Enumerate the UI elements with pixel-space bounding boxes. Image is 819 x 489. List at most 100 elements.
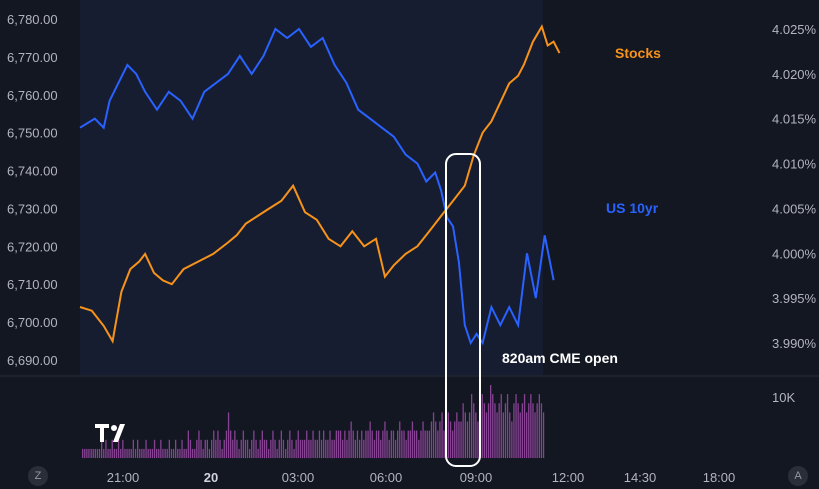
volume-bar bbox=[325, 439, 327, 459]
volume-bar bbox=[344, 430, 346, 458]
volume-bar bbox=[462, 403, 464, 459]
volume-bar bbox=[304, 439, 306, 459]
volume-bar bbox=[147, 448, 149, 458]
volume-bar bbox=[420, 430, 422, 458]
volume-bar bbox=[126, 448, 128, 458]
left-axis-tick: 6,690.00 bbox=[7, 353, 58, 368]
volume-bar bbox=[238, 448, 240, 458]
volume-bar bbox=[299, 439, 302, 459]
volume-bar bbox=[418, 439, 420, 459]
volume-bar bbox=[390, 430, 392, 458]
volume-bar bbox=[316, 439, 318, 459]
right-axis-tick: 4.010% bbox=[772, 157, 817, 172]
right-axis-tick: 4.000% bbox=[772, 246, 817, 261]
volume-bar bbox=[132, 439, 134, 459]
volume-bar bbox=[232, 439, 234, 459]
right-axis-tick: 3.995% bbox=[772, 291, 817, 306]
volume-bar bbox=[409, 430, 411, 458]
volume-bar bbox=[401, 430, 403, 458]
volume-bar bbox=[105, 439, 107, 459]
volume-bar bbox=[213, 430, 215, 458]
volume-bar bbox=[149, 448, 151, 458]
volume-bar bbox=[443, 430, 445, 458]
volume-bar bbox=[460, 421, 462, 458]
volume-bar bbox=[122, 439, 124, 459]
volume-bar bbox=[257, 448, 259, 458]
series-label-us-10yr: US 10yr bbox=[606, 200, 659, 216]
volume-bar bbox=[172, 448, 175, 458]
right-axis-tick: 4.005% bbox=[772, 201, 817, 216]
volume-bar bbox=[227, 412, 230, 458]
volume-bar bbox=[249, 448, 251, 458]
volume-bar bbox=[160, 439, 162, 459]
volume-bar bbox=[458, 421, 460, 458]
volume-bar bbox=[413, 430, 416, 458]
volume-bar bbox=[240, 439, 242, 459]
volume-bar bbox=[92, 448, 94, 458]
volume-bar bbox=[356, 430, 359, 458]
volume-bar bbox=[158, 448, 160, 458]
volume-bar bbox=[109, 448, 111, 458]
volume-bar bbox=[244, 439, 247, 459]
volume-bar bbox=[272, 430, 274, 458]
time-axis-tick: 12:00 bbox=[552, 470, 585, 485]
volume-bar bbox=[485, 412, 488, 458]
volume-bar bbox=[84, 448, 86, 458]
corner-button-right[interactable]: A bbox=[788, 466, 808, 486]
volume-bar bbox=[145, 439, 147, 459]
highlight-box bbox=[445, 153, 481, 467]
volume-bar bbox=[151, 448, 154, 458]
volume-bar bbox=[293, 448, 295, 458]
volume-bar bbox=[496, 412, 498, 458]
volume-bar bbox=[473, 403, 475, 459]
volume-bar bbox=[308, 439, 310, 459]
volume-bar bbox=[221, 448, 223, 458]
volume-bar bbox=[255, 439, 257, 459]
volume-bar bbox=[217, 430, 219, 458]
volume-bar bbox=[399, 421, 401, 458]
volume-bar bbox=[475, 412, 477, 458]
volume-bar bbox=[179, 448, 181, 458]
volume-bar bbox=[177, 448, 179, 458]
volume-bar bbox=[466, 421, 469, 458]
volume-bar bbox=[166, 448, 168, 458]
volume-bar bbox=[130, 448, 132, 458]
volume-bar bbox=[354, 439, 356, 459]
volume-bar bbox=[350, 421, 352, 458]
volume-bar bbox=[208, 448, 211, 458]
right-axis-tick: 4.015% bbox=[772, 112, 817, 127]
series-line-stocks bbox=[79, 24, 561, 344]
volume-bar bbox=[194, 448, 196, 458]
volume-bar bbox=[454, 421, 456, 458]
volume-bar bbox=[342, 439, 344, 459]
volume-bar bbox=[137, 439, 139, 459]
volume-bar bbox=[314, 439, 316, 459]
volume-bar bbox=[384, 421, 386, 458]
corner-button-left[interactable]: Z bbox=[28, 466, 48, 486]
volume-bar bbox=[477, 421, 479, 458]
volume-bar bbox=[90, 448, 92, 458]
volume-bar bbox=[128, 448, 130, 458]
volume-bar bbox=[498, 403, 500, 459]
left-axis-tick: 6,750.00 bbox=[7, 126, 58, 141]
volume-bar bbox=[242, 430, 244, 458]
volume-bar bbox=[134, 448, 137, 458]
volume-bar bbox=[246, 439, 249, 459]
volume-bar bbox=[500, 394, 502, 458]
time-axis-tick: 20 bbox=[204, 470, 218, 485]
volume-bar bbox=[219, 439, 221, 459]
volume-bar bbox=[519, 412, 521, 458]
volume-bar bbox=[337, 430, 340, 458]
volume-bar bbox=[517, 403, 519, 459]
volume-bar bbox=[268, 448, 270, 458]
volume-bar bbox=[540, 403, 543, 459]
volume-bar bbox=[295, 439, 297, 459]
volume-bar bbox=[513, 403, 515, 459]
volume-bar bbox=[430, 421, 433, 458]
volume-bar bbox=[386, 430, 388, 458]
volume-bar bbox=[407, 430, 409, 458]
volume-bar bbox=[189, 439, 192, 459]
volume-bar bbox=[162, 448, 164, 458]
volume-bar bbox=[306, 430, 308, 458]
volume-bar bbox=[456, 412, 458, 458]
